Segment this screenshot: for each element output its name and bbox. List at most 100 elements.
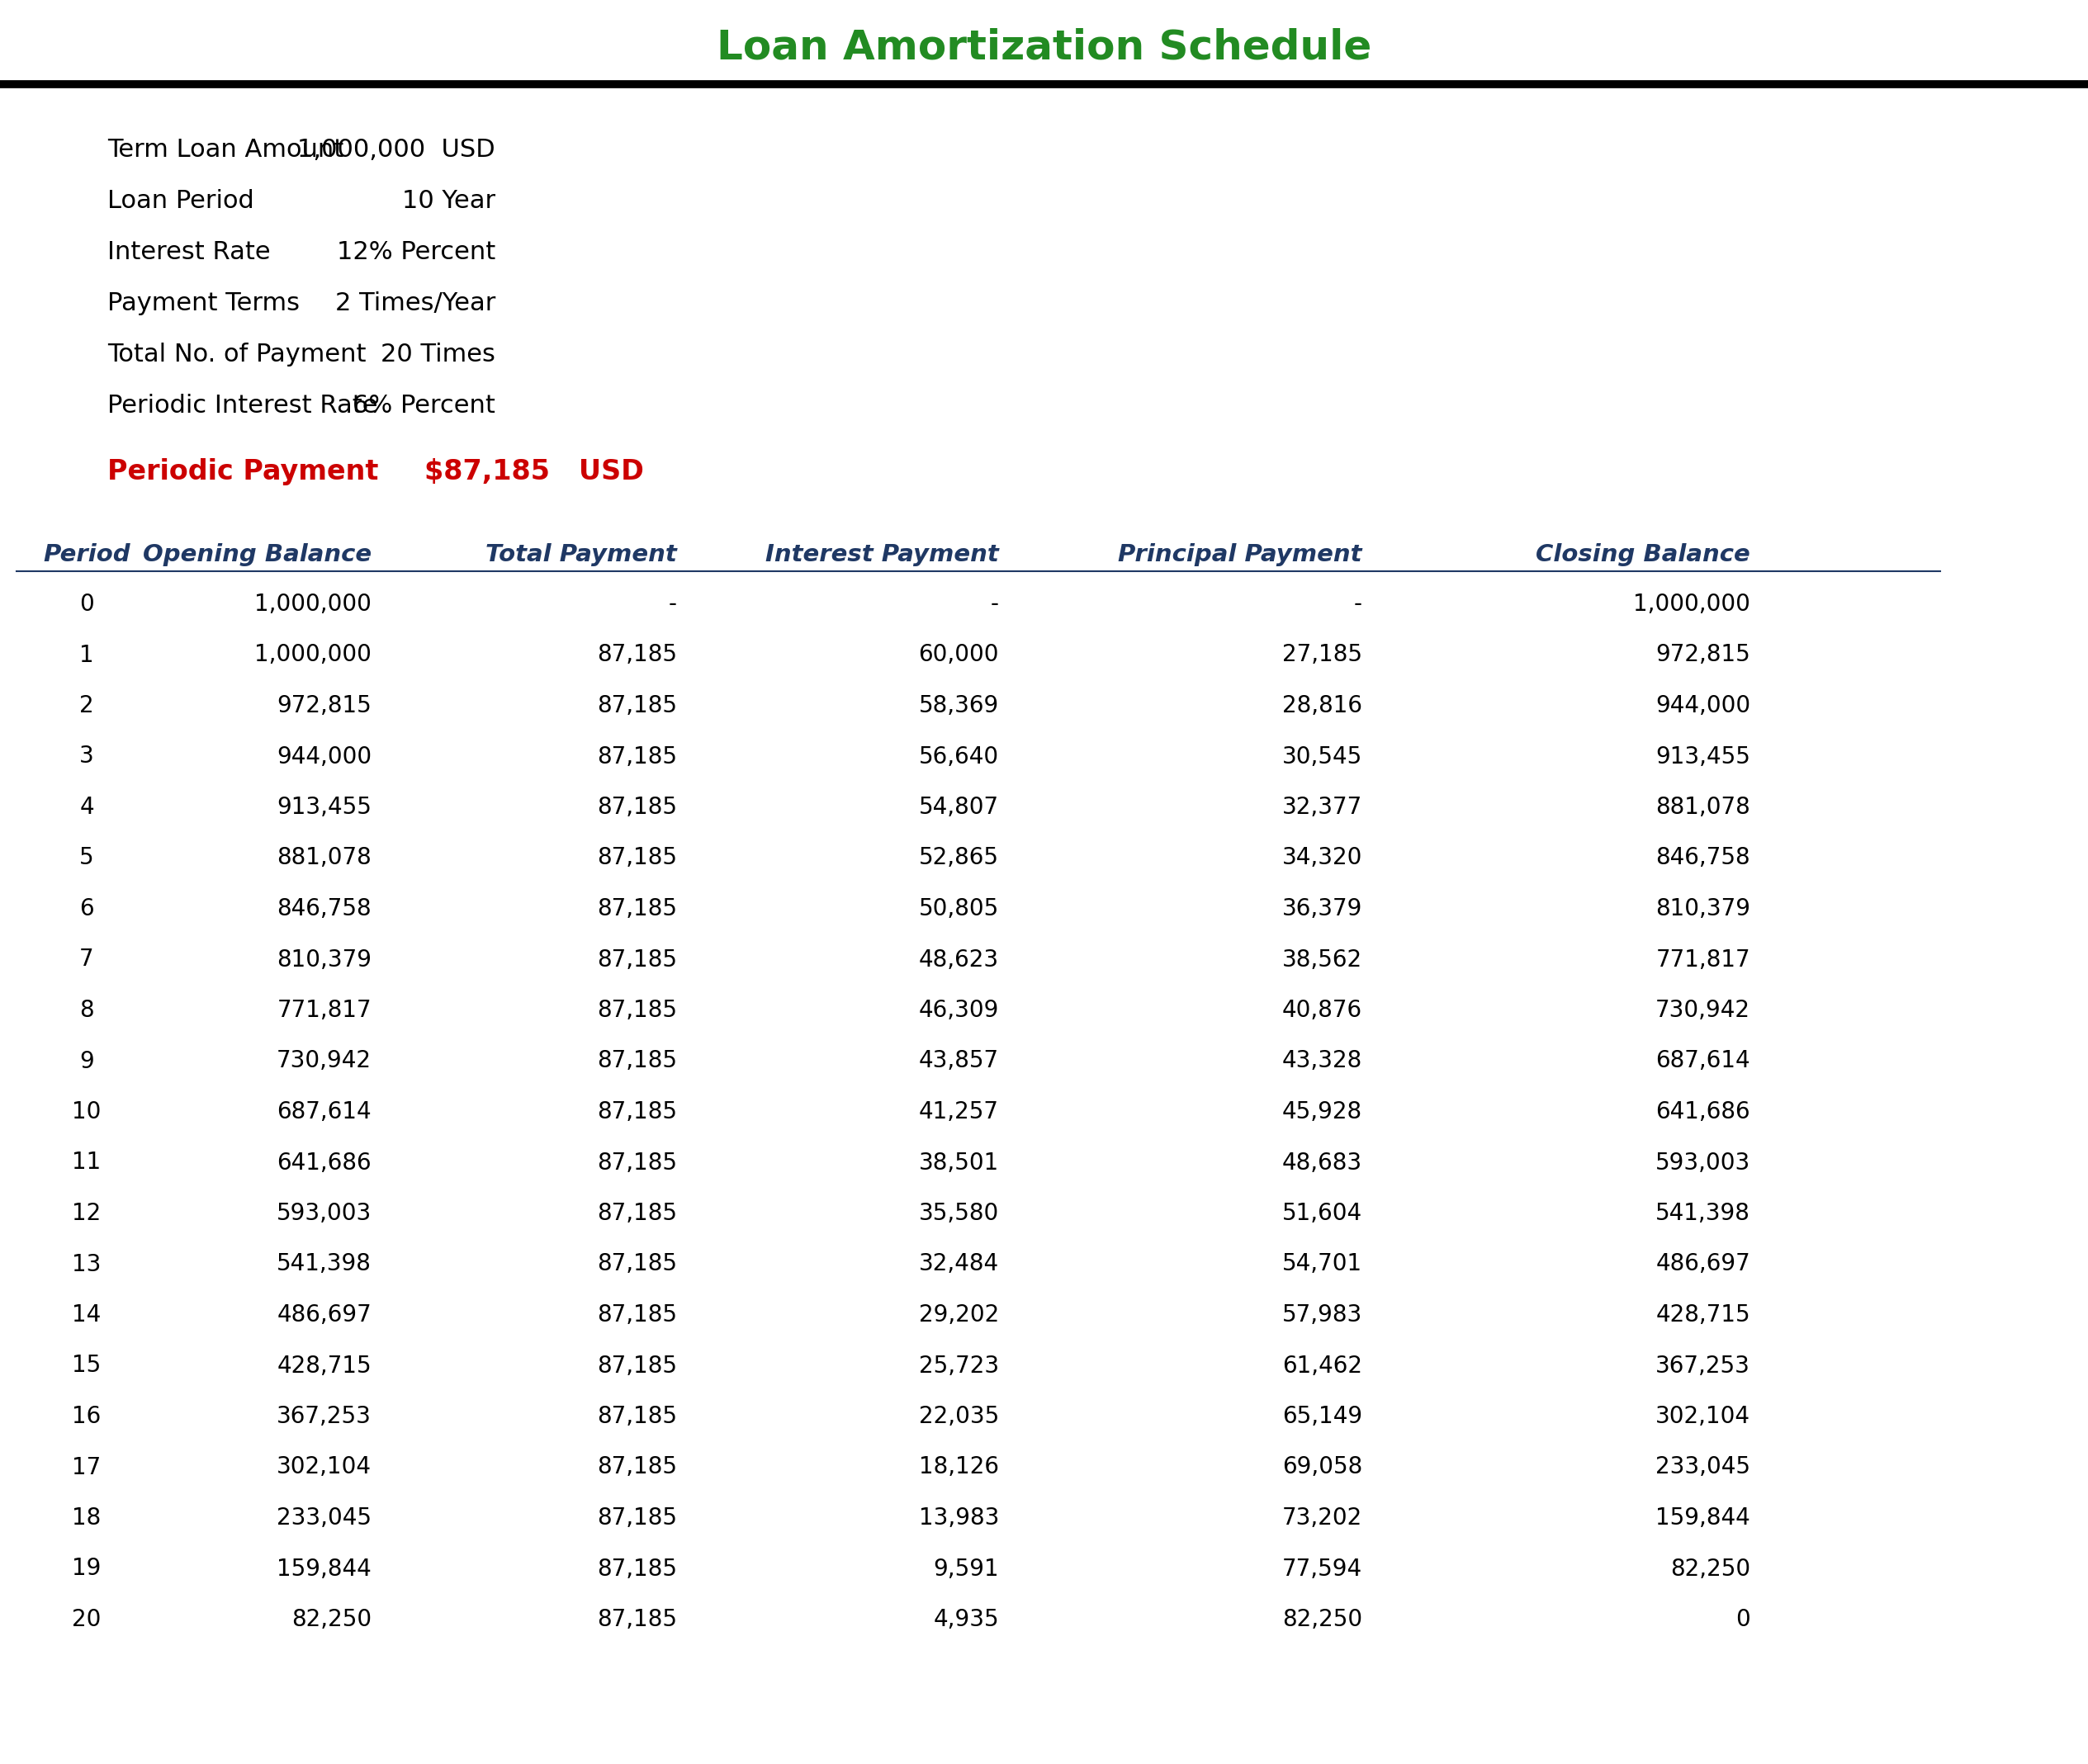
Text: 1,000,000: 1,000,000 (255, 593, 372, 616)
Text: 2: 2 (79, 695, 94, 718)
Text: 687,614: 687,614 (278, 1101, 372, 1124)
Text: 541,398: 541,398 (278, 1252, 372, 1275)
Text: 82,250: 82,250 (1282, 1609, 1361, 1632)
Text: 87,185: 87,185 (597, 1101, 677, 1124)
Text: 87,185: 87,185 (597, 1201, 677, 1224)
Text: Total Payment: Total Payment (487, 543, 677, 566)
Text: 87,185: 87,185 (597, 947, 677, 972)
Text: 10: 10 (73, 1101, 102, 1124)
Text: 65,149: 65,149 (1282, 1404, 1361, 1429)
Text: 87,185: 87,185 (597, 1558, 677, 1581)
Text: 593,003: 593,003 (276, 1201, 372, 1224)
Text: 54,807: 54,807 (919, 796, 998, 818)
Text: 51,604: 51,604 (1282, 1201, 1361, 1224)
Text: 1,000,000: 1,000,000 (255, 644, 372, 667)
Text: 17: 17 (73, 1455, 100, 1478)
Text: 87,185: 87,185 (597, 1455, 677, 1478)
Text: 7: 7 (79, 947, 94, 972)
Text: 1,000,000: 1,000,000 (1633, 593, 1750, 616)
Text: 881,078: 881,078 (278, 847, 372, 870)
Text: 4: 4 (79, 796, 94, 818)
Text: 58,369: 58,369 (919, 695, 998, 718)
Text: 233,045: 233,045 (276, 1506, 372, 1529)
Text: 541,398: 541,398 (1656, 1201, 1750, 1224)
Text: 9: 9 (79, 1050, 94, 1073)
Text: 69,058: 69,058 (1282, 1455, 1361, 1478)
Text: 593,003: 593,003 (1656, 1152, 1750, 1175)
Text: Period: Period (44, 543, 129, 566)
Text: 48,683: 48,683 (1282, 1152, 1361, 1175)
Text: Loan Period: Loan Period (106, 189, 255, 213)
Text: 43,857: 43,857 (919, 1050, 998, 1073)
Text: 50,805: 50,805 (919, 898, 998, 921)
Text: -: - (1353, 593, 1361, 616)
Text: 913,455: 913,455 (278, 796, 372, 818)
Text: 12% Percent: 12% Percent (336, 240, 495, 265)
Text: 13: 13 (73, 1252, 102, 1275)
Text: 87,185: 87,185 (597, 644, 677, 667)
Text: 367,253: 367,253 (1656, 1355, 1750, 1378)
Text: 87,185: 87,185 (597, 1050, 677, 1073)
Text: Principal Payment: Principal Payment (1119, 543, 1361, 566)
Text: 87,185: 87,185 (597, 744, 677, 767)
Text: 38,501: 38,501 (919, 1152, 998, 1175)
Text: 54,701: 54,701 (1282, 1252, 1361, 1275)
Text: 14: 14 (73, 1304, 100, 1327)
Text: 10 Year: 10 Year (403, 189, 495, 213)
Text: 19: 19 (73, 1558, 102, 1581)
Text: 6: 6 (79, 898, 94, 921)
Text: 13,983: 13,983 (919, 1506, 998, 1529)
Text: 30,545: 30,545 (1282, 744, 1361, 767)
Text: Interest Rate: Interest Rate (106, 240, 271, 265)
Text: 18,126: 18,126 (919, 1455, 998, 1478)
Text: 87,185: 87,185 (597, 1506, 677, 1529)
Text: 4,935: 4,935 (933, 1609, 998, 1632)
Text: 87,185: 87,185 (597, 695, 677, 718)
Text: 35,580: 35,580 (919, 1201, 998, 1224)
Text: 40,876: 40,876 (1282, 998, 1361, 1021)
Text: 771,817: 771,817 (278, 998, 372, 1021)
Text: 60,000: 60,000 (919, 644, 998, 667)
Text: 846,758: 846,758 (1656, 847, 1750, 870)
Text: 0: 0 (79, 593, 94, 616)
Text: 1: 1 (79, 644, 94, 667)
Text: 87,185: 87,185 (597, 898, 677, 921)
Text: 881,078: 881,078 (1656, 796, 1750, 818)
Text: 41,257: 41,257 (919, 1101, 998, 1124)
Text: 486,697: 486,697 (278, 1304, 372, 1327)
Text: 2 Times/Year: 2 Times/Year (334, 291, 495, 316)
Text: 73,202: 73,202 (1282, 1506, 1361, 1529)
Text: 28,816: 28,816 (1282, 695, 1361, 718)
Text: 1,000,000  USD: 1,000,000 USD (296, 138, 495, 162)
Text: 87,185: 87,185 (597, 1609, 677, 1632)
Text: $87,185   USD: $87,185 USD (424, 459, 643, 485)
Text: 87,185: 87,185 (597, 847, 677, 870)
Text: 367,253: 367,253 (278, 1404, 372, 1429)
Text: 641,686: 641,686 (1656, 1101, 1750, 1124)
Text: 12: 12 (73, 1201, 100, 1224)
Text: 428,715: 428,715 (278, 1355, 372, 1378)
Text: 25,723: 25,723 (919, 1355, 998, 1378)
Text: 32,377: 32,377 (1282, 796, 1361, 818)
Text: 87,185: 87,185 (597, 796, 677, 818)
Text: 5: 5 (79, 847, 94, 870)
Text: 944,000: 944,000 (276, 744, 372, 767)
Text: 730,942: 730,942 (276, 1050, 372, 1073)
Text: 810,379: 810,379 (1656, 898, 1750, 921)
Text: 810,379: 810,379 (276, 947, 372, 972)
Text: Interest Payment: Interest Payment (766, 543, 998, 566)
Text: 87,185: 87,185 (597, 1304, 677, 1327)
Text: 730,942: 730,942 (1656, 998, 1750, 1021)
Text: 57,983: 57,983 (1282, 1304, 1361, 1327)
Text: 9,591: 9,591 (933, 1558, 998, 1581)
Text: 486,697: 486,697 (1656, 1252, 1750, 1275)
Text: Loan Amortization Schedule: Loan Amortization Schedule (716, 26, 1372, 67)
Text: 77,594: 77,594 (1282, 1558, 1361, 1581)
Text: 61,462: 61,462 (1282, 1355, 1361, 1378)
Text: 56,640: 56,640 (919, 744, 998, 767)
Text: 687,614: 687,614 (1656, 1050, 1750, 1073)
Text: 11: 11 (73, 1152, 100, 1175)
Text: 82,250: 82,250 (1670, 1558, 1750, 1581)
Text: 87,185: 87,185 (597, 1252, 677, 1275)
Text: 20 Times: 20 Times (380, 342, 495, 367)
